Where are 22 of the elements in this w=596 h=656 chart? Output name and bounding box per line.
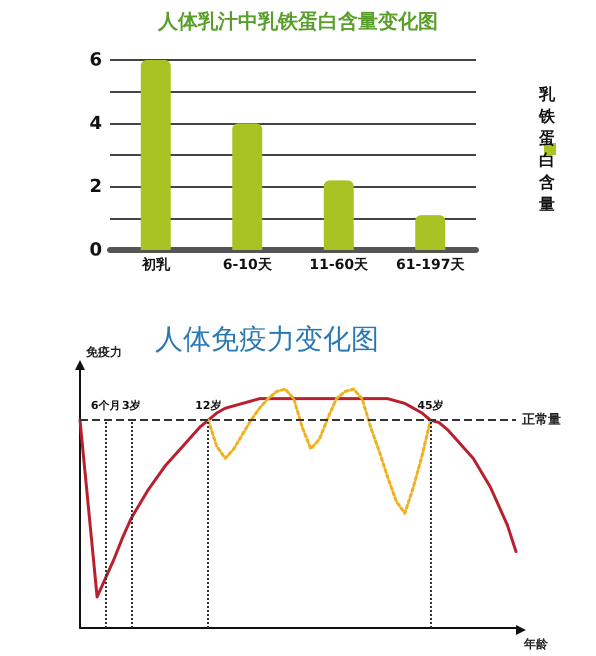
y-axis-title: 免疫力 <box>85 345 122 359</box>
x-tick-label: 61-197天 <box>396 257 466 273</box>
text: 乳铁蛋白含量 <box>538 84 556 214</box>
x-tick-label: 6个月 <box>90 399 120 412</box>
x-tick-label: 45岁 <box>417 399 444 412</box>
bar <box>324 180 354 250</box>
x-tick-label: 12岁 <box>195 399 222 412</box>
x-tick-label: 11-60天 <box>309 257 370 273</box>
y-tick-label: 2 <box>89 176 102 198</box>
x-tick-label: 6-10天 <box>222 257 273 273</box>
x-axis-title: 年龄 <box>523 637 549 651</box>
x-tick-label: 初乳 <box>140 256 171 273</box>
chart-title: 人体乳汁中乳铁蛋白含量变化图 <box>157 9 438 33</box>
chart-title: 人体免疫力变化图 <box>155 322 379 356</box>
y-tick-label: 4 <box>89 112 102 134</box>
y-tick-label: 0 <box>89 240 102 260</box>
x-tick-label: 3岁 <box>122 399 141 412</box>
bar <box>140 60 171 250</box>
y-tick-label: 6 <box>89 50 102 70</box>
ref-line-label: 正常量 <box>521 412 561 428</box>
bar <box>232 123 262 250</box>
bar <box>415 215 446 250</box>
